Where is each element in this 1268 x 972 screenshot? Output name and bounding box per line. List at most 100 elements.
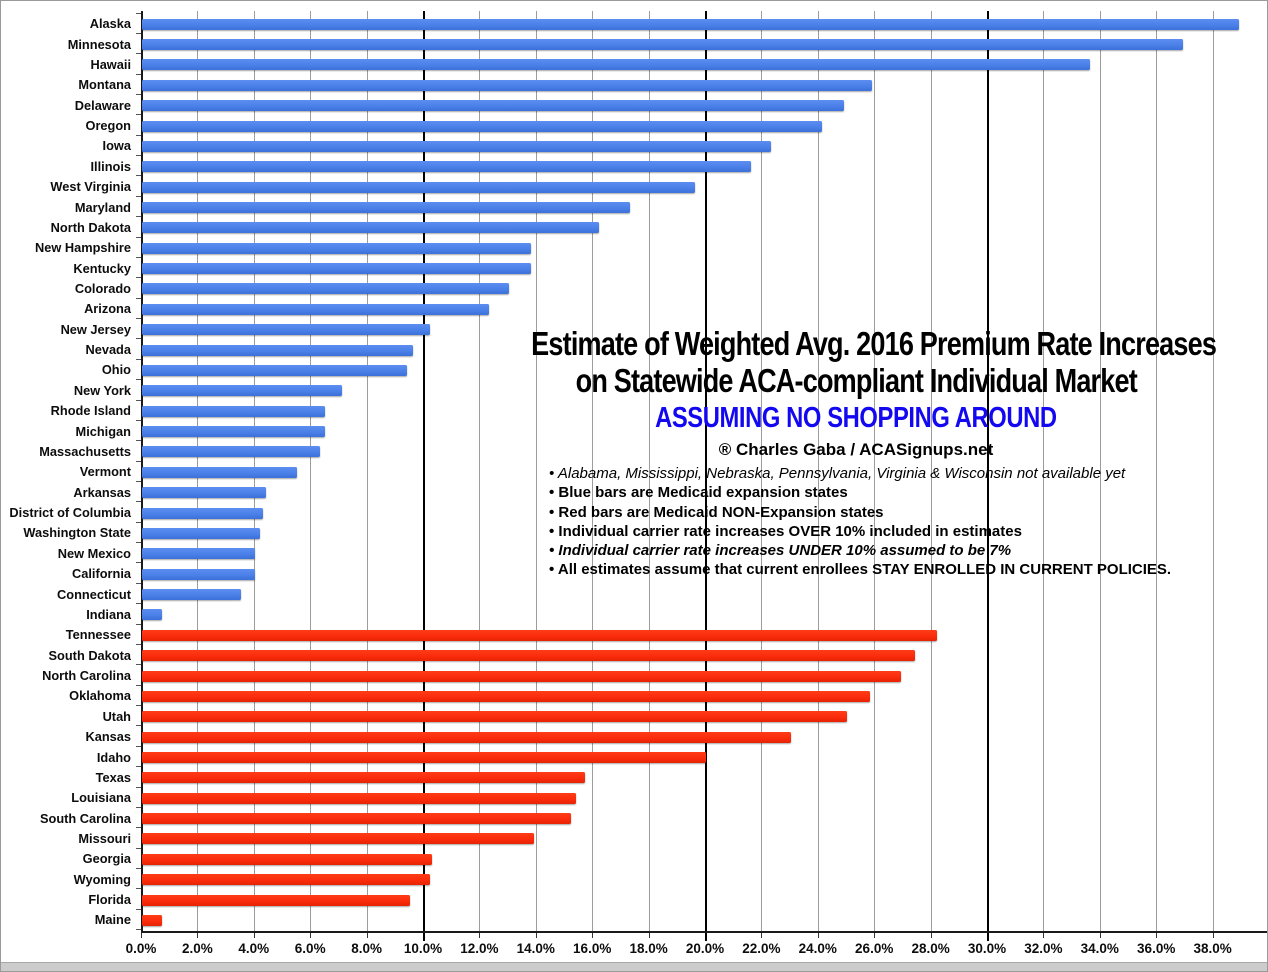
bar-row: Iowa	[1, 136, 1267, 156]
state-label: Kentucky	[73, 260, 131, 276]
bar-row: Tennessee	[1, 625, 1267, 645]
bar	[142, 364, 408, 376]
notes-list: • Alabama, Mississippi, Nebraska, Pennsy…	[549, 464, 1259, 580]
bar	[142, 711, 847, 723]
state-label: District of Columbia	[9, 505, 131, 521]
bar	[142, 487, 267, 499]
state-label: South Dakota	[48, 647, 131, 663]
bar-row: Minnesota	[1, 34, 1267, 54]
state-label: Colorado	[74, 280, 131, 296]
state-label: New York	[73, 382, 131, 398]
bar-row: Idaho	[1, 747, 1267, 767]
bar-row: Texas	[1, 768, 1267, 788]
gridline	[987, 11, 989, 931]
y-axis-tick	[136, 521, 141, 523]
bar-row: New York	[1, 381, 1267, 401]
state-label: New Hampshire	[34, 240, 131, 256]
y-axis-tick	[136, 806, 141, 808]
bar	[142, 690, 870, 702]
y-axis-tick	[136, 684, 141, 686]
bar-row: Arizona	[1, 299, 1267, 319]
bar-row: Louisiana	[1, 788, 1267, 808]
bar-row: Indiana	[1, 605, 1267, 625]
gridline	[366, 11, 368, 931]
state-label: Washington State	[23, 525, 131, 541]
bar-row: Massachusetts	[1, 442, 1267, 462]
note-line: • Individual carrier rate increases OVER…	[549, 522, 1022, 540]
x-axis-tick-label: 0.0%	[125, 941, 157, 956]
state-label: Maine	[94, 912, 131, 928]
bar-row: Vermont	[1, 462, 1267, 482]
note-line: • Red bars are Medicaid NON-Expansion st…	[549, 503, 884, 521]
y-axis-tick	[136, 603, 141, 605]
bar	[142, 344, 413, 356]
y-axis-tick	[136, 277, 141, 279]
x-axis-tick	[141, 931, 142, 938]
y-axis-tick	[136, 419, 141, 421]
y-axis-tick	[136, 318, 141, 320]
state-label: Georgia	[82, 851, 131, 867]
bar-row: Washington State	[1, 523, 1267, 543]
gridline	[1099, 11, 1101, 931]
bar-row: Kansas	[1, 727, 1267, 747]
y-axis-tick	[136, 155, 141, 157]
bar-row: Wyoming	[1, 870, 1267, 890]
state-label: Connecticut	[57, 586, 131, 602]
state-label: Wyoming	[73, 871, 131, 887]
state-label: Alaska	[89, 16, 131, 32]
bar-row: North Carolina	[1, 666, 1267, 686]
x-axis-tick-label: 28.0%	[911, 941, 950, 956]
x-axis-tick	[310, 931, 312, 938]
y-axis-tick	[136, 399, 141, 401]
x-axis-tick-label: 2.0%	[182, 941, 213, 956]
bar-row: Ohio	[1, 360, 1267, 380]
gridline	[423, 11, 425, 931]
x-axis-tick	[1043, 931, 1045, 938]
y-axis-tick	[136, 93, 141, 95]
bar-row: Missouri	[1, 829, 1267, 849]
gridline	[310, 11, 312, 931]
state-label: Tennessee	[65, 627, 131, 643]
y-axis-tick	[136, 643, 141, 645]
bar	[142, 527, 261, 539]
state-label: Texas	[95, 769, 131, 785]
x-axis-tick-label: 30.0%	[967, 941, 1007, 956]
state-label: Oklahoma	[69, 688, 131, 704]
state-label: Nevada	[85, 342, 131, 358]
y-axis-tick	[136, 175, 141, 177]
bar	[142, 120, 822, 132]
y-axis-tick	[136, 827, 141, 829]
bar-row: Florida	[1, 890, 1267, 910]
bar	[142, 405, 326, 417]
bar-row: Montana	[1, 75, 1267, 95]
y-axis-tick	[136, 786, 141, 788]
state-label: Delaware	[74, 97, 131, 113]
gridline	[1156, 11, 1158, 931]
bar	[142, 568, 255, 580]
y-axis-tick	[136, 481, 141, 482]
bar-row: Georgia	[1, 849, 1267, 869]
x-axis-tick	[874, 931, 876, 938]
x-axis-tick	[366, 931, 368, 938]
y-axis-tick	[136, 134, 141, 136]
y-axis-tick	[136, 745, 141, 747]
bar	[142, 914, 162, 926]
x-axis-tick	[648, 931, 650, 938]
x-axis-tick-label: 32.0%	[1024, 941, 1063, 956]
chart-subtitle: ASSUMING NO SHOPPING AROUND	[655, 402, 1057, 434]
y-axis-tick	[136, 114, 141, 116]
y-axis-tick	[136, 562, 141, 564]
gridline	[930, 11, 932, 931]
chart-credit: ® Charles Gaba / ACASignups.net	[718, 440, 994, 459]
bar	[142, 772, 585, 784]
gridline	[648, 11, 650, 931]
bar-row: Rhode Island	[1, 401, 1267, 421]
bar-row: Maine	[1, 910, 1267, 930]
bar	[142, 263, 532, 275]
bar	[142, 650, 915, 662]
state-label: Iowa	[102, 138, 131, 154]
gridline	[535, 11, 537, 931]
gridline	[1043, 11, 1045, 931]
bar	[142, 18, 1239, 30]
